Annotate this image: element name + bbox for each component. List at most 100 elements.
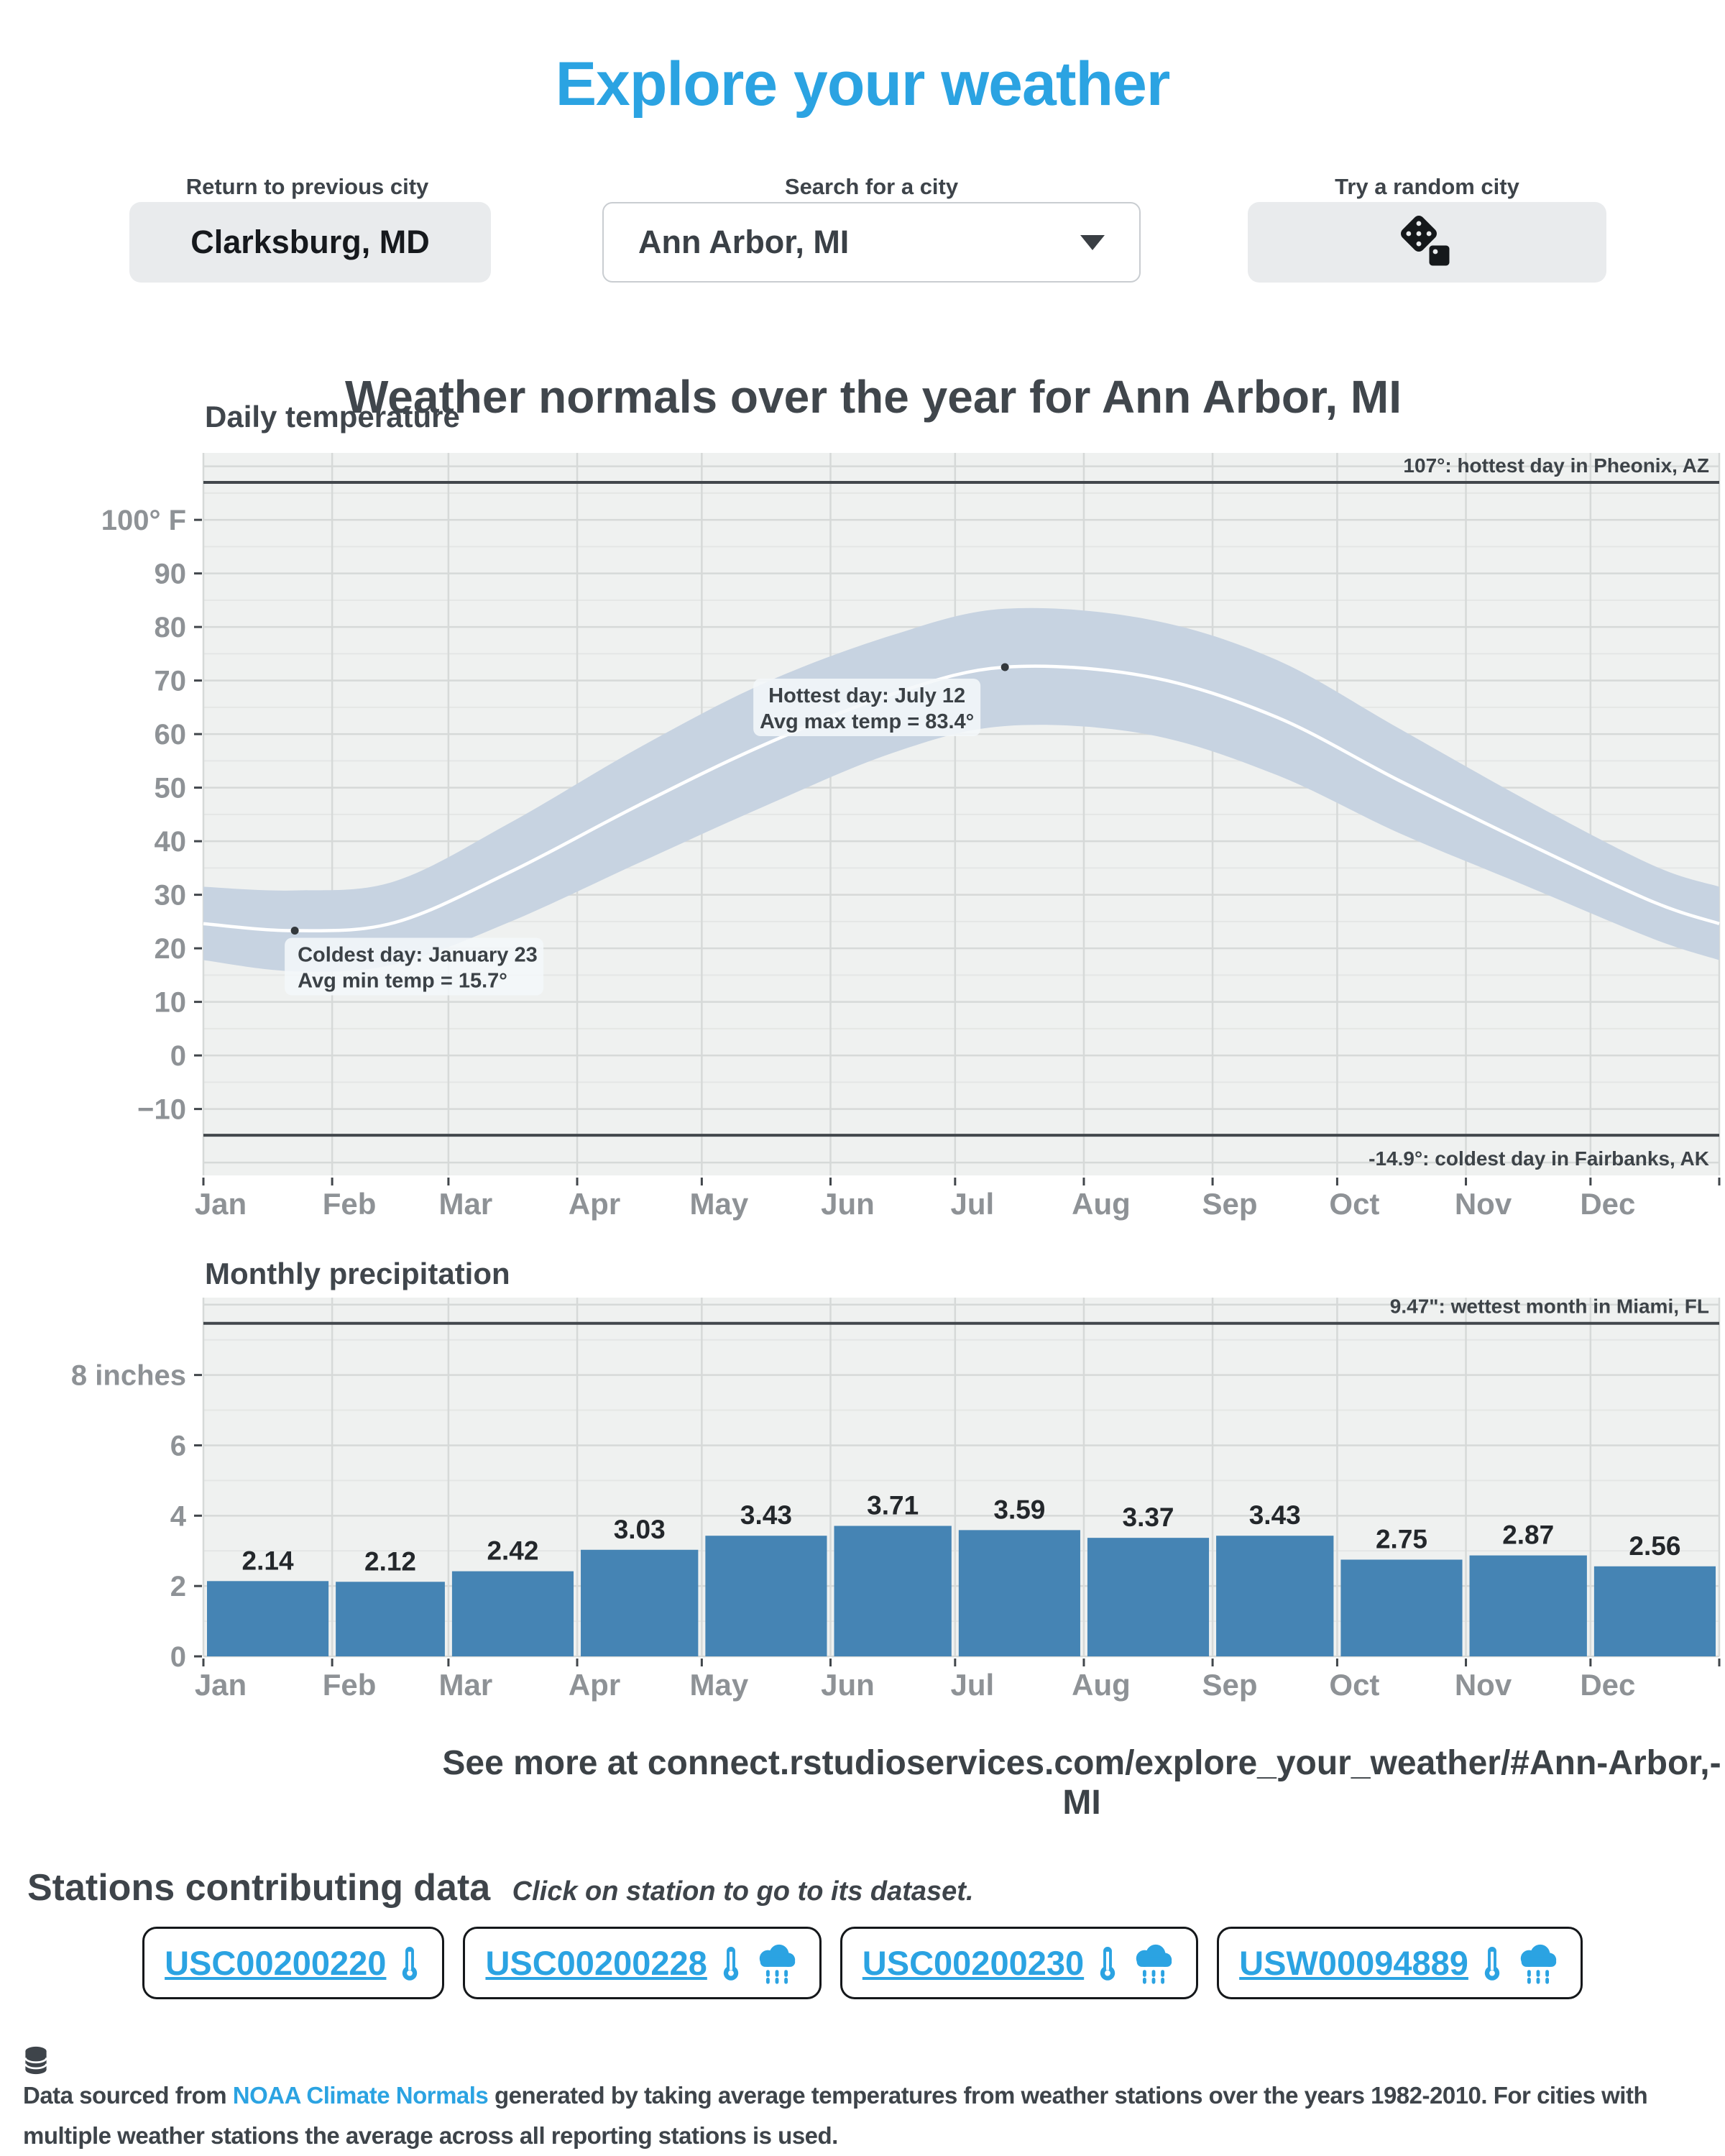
temp-reference-label: 107°: hottest day in Pheonix, AZ (1403, 454, 1709, 477)
svg-text:Sep: Sep (1202, 1668, 1258, 1702)
precip-bar (958, 1530, 1080, 1656)
precip-bar (581, 1549, 699, 1656)
svg-text:20: 20 (155, 933, 187, 965)
rain-cloud-icon-holder (755, 1942, 799, 1984)
svg-text:May: May (690, 1668, 749, 1702)
svg-text:Jul: Jul (950, 1187, 994, 1221)
precip-bar (834, 1526, 952, 1656)
rain-cloud-icon-holder (1131, 1942, 1176, 1984)
svg-text:10: 10 (155, 987, 187, 1019)
chart-caption: See more at connect.rstudioservices.com/… (442, 1744, 1721, 1822)
svg-text:Mar: Mar (439, 1187, 493, 1221)
station-id: USC00200228 (485, 1944, 707, 1982)
precip-bars: 2.14 2.12 2.42 3.03 3.43 3.71 3.59 3.37 3.43 2.75… (207, 1491, 1716, 1656)
previous-city-label: Return to previous city (185, 174, 429, 199)
random-city-button[interactable] (1248, 202, 1606, 283)
rain-cloud-icon (759, 1944, 795, 1984)
chevron-down-icon (1080, 234, 1105, 250)
precip-bar-label: 3.43 (740, 1500, 792, 1530)
svg-text:Nov: Nov (1455, 1187, 1512, 1221)
daily-temperature-chart: 107°: hottest day in Pheonix, AZ -14.9°: … (101, 453, 1721, 1221)
svg-text:−10: −10 (137, 1094, 186, 1126)
svg-text:Jul: Jul (950, 1668, 994, 1702)
precip-bar-label: 3.43 (1249, 1500, 1301, 1530)
thermometer-icon (1484, 1946, 1500, 1981)
city-select[interactable]: Ann Arbor, MI (602, 202, 1141, 283)
station-button[interactable]: USW00094889 (1217, 1927, 1583, 1999)
precip-bar-label: 2.42 (487, 1536, 538, 1566)
thermometer-icon (402, 1946, 418, 1981)
precip-bar (451, 1571, 574, 1656)
temp-mean-line (203, 664, 1720, 932)
previous-city-button[interactable]: Clarksburg, MD (129, 202, 491, 283)
station-button[interactable]: USC00200228 (463, 1927, 822, 1999)
temp-chart-title: Daily temperature (205, 400, 460, 434)
precip-bar-label: 3.59 (993, 1495, 1045, 1524)
svg-text:100° F: 100° F (101, 505, 186, 536)
temp-annotation: Coldest day: January 23 Avg min temp = 15… (285, 927, 544, 996)
precip-reference-label: 9.47": wettest month in Miami, FL (1390, 1295, 1709, 1318)
precip-bar-label: 3.71 (867, 1491, 919, 1520)
temp-grid-major (202, 453, 1721, 1175)
precip-bar-label: 2.12 (364, 1546, 416, 1576)
search-city-label: Search for a city (784, 174, 959, 199)
random-city-label: Try a random city (1335, 174, 1519, 199)
rain-cloud-icon-holder (1516, 1942, 1560, 1984)
svg-text:4: 4 (170, 1500, 187, 1532)
footer-text: Data sourced from NOAA Climate Normals g… (23, 2045, 1719, 2156)
chart-section-title: Weather normals over the year for Ann Ar… (345, 371, 1402, 423)
precip-bar (1087, 1538, 1210, 1656)
database-icon (24, 2046, 47, 2075)
precip-bar-label: 3.37 (1123, 1503, 1174, 1532)
svg-text:Oct: Oct (1329, 1668, 1379, 1702)
svg-text:Dec: Dec (1580, 1668, 1635, 1702)
svg-text:Aug: Aug (1072, 1187, 1131, 1221)
svg-text:50: 50 (155, 773, 187, 804)
svg-text:8 inches: 8 inches (71, 1360, 186, 1392)
rain-cloud-icon (1136, 1944, 1172, 1984)
svg-text:Jan: Jan (195, 1668, 247, 1702)
svg-text:Jan: Jan (195, 1187, 247, 1221)
svg-text:Mar: Mar (439, 1668, 493, 1702)
station-id: USC00200230 (862, 1944, 1085, 1982)
svg-text:Avg min temp = 15.7°: Avg min temp = 15.7° (298, 970, 507, 993)
svg-text:60: 60 (155, 719, 187, 751)
svg-text:Oct: Oct (1329, 1187, 1379, 1221)
svg-text:0: 0 (170, 1040, 186, 1072)
thermometer-icon-holder (719, 1942, 743, 1984)
svg-text:Jun: Jun (821, 1668, 875, 1702)
rain-cloud-icon (1520, 1944, 1557, 1984)
svg-text:Avg max temp = 83.4°: Avg max temp = 83.4° (760, 710, 974, 733)
precip-axes: 0 2 4 6 8 inches Jan Feb Mar Apr May Jun Jul Aug Sep O… (71, 1360, 1721, 1702)
precip-bar-label: 2.14 (242, 1546, 294, 1575)
temp-reference-label: -14.9°: coldest day in Fairbanks, AK (1368, 1147, 1709, 1170)
precip-bar (705, 1536, 827, 1656)
svg-text:Jun: Jun (821, 1187, 875, 1221)
stations-row: USC00200220 USC00200228 USC00200230 USW0009… (0, 1927, 1725, 1999)
svg-text:70: 70 (155, 666, 187, 697)
stations-heading: Stations contributing data (27, 1867, 491, 1909)
precip-bar (1340, 1559, 1463, 1656)
precip-bar (1469, 1555, 1587, 1656)
svg-text:Dec: Dec (1580, 1187, 1635, 1221)
svg-text:30: 30 (155, 880, 187, 912)
precip-bar-label: 2.75 (1376, 1524, 1427, 1554)
station-button[interactable]: USC00200230 (840, 1927, 1199, 1999)
stations-note: Click on station to go to its dataset. (512, 1876, 974, 1907)
thermometer-icon-holder (1480, 1942, 1504, 1984)
svg-text:40: 40 (155, 826, 187, 858)
dice-icon (1400, 216, 1451, 268)
svg-text:Feb: Feb (323, 1187, 377, 1221)
station-id: USC00200220 (165, 1944, 387, 1982)
precip-bar (1216, 1536, 1334, 1656)
annotation-marker (290, 927, 299, 935)
annotation-marker (1000, 663, 1009, 671)
svg-text:0: 0 (170, 1641, 186, 1673)
thermometer-icon (1100, 1946, 1116, 1981)
precip-bar-label: 2.56 (1629, 1531, 1680, 1561)
station-button[interactable]: USC00200220 (142, 1927, 445, 1999)
thermometer-icon-holder (397, 1942, 422, 1984)
temp-annotation: Hottest day: July 12 Avg max temp = 83.4° (753, 663, 1009, 736)
noaa-link[interactable]: NOAA Climate Normals (232, 2082, 489, 2109)
svg-text:Aug: Aug (1072, 1668, 1131, 1702)
